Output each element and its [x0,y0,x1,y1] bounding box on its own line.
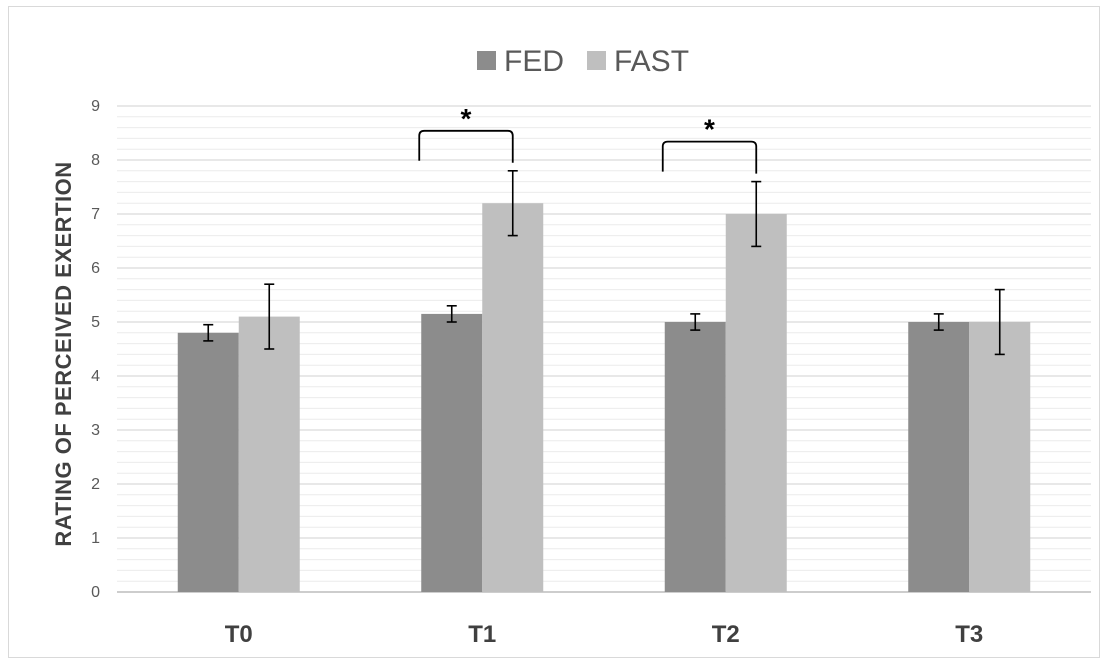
y-tick-label: 5 [91,314,100,331]
y-tick-label: 9 [91,98,100,115]
y-tick-label: 7 [91,206,100,223]
significance-bracket-t1: * [418,103,514,163]
error-bar-fast-t1 [507,170,518,237]
y-tick-label: 3 [91,422,100,439]
legend-swatch [477,51,496,70]
error-bar-fast-t0 [264,283,275,350]
error-bar-fast-t2 [751,180,762,248]
y-tick-label: 4 [91,368,100,385]
bar-fast-t1 [482,203,544,592]
legend-swatch [587,51,606,70]
significance-annotations: * * [418,103,758,174]
y-tick-label: 1 [91,530,100,547]
legend-item-fast: FAST [587,45,689,78]
x-tick-label: T2 [712,621,740,648]
y-tick-label: 6 [91,260,100,277]
y-axis-title: RATING OF PERCEIVED EXERTION [51,161,76,546]
bracket-line [418,129,514,163]
legend: FED FAST [477,45,689,78]
error-bar-fed-t3 [933,313,944,331]
bar-fed-t1 [421,313,483,592]
y-tick-labels: 0 1 2 3 4 5 6 7 8 9 [91,98,100,601]
bar-fast-t3 [969,322,1031,592]
error-bar-fast-t3 [994,288,1005,356]
y-tick-label: 0 [91,584,100,601]
x-tick-label: T1 [468,621,496,648]
bar-fed-t3 [908,322,970,592]
significance-asterisk: * [704,114,715,145]
error-bars [203,170,1005,356]
y-tick-label: 8 [91,152,100,169]
error-bar-fed-t2 [690,313,701,331]
x-tick-label: T0 [225,621,253,648]
legend-label: FAST [614,45,689,78]
legend-label: FED [504,45,564,78]
bar-fast-t2 [725,214,787,592]
y-tick-label: 2 [91,476,100,493]
bracket-line [661,140,758,174]
significance-asterisk: * [461,103,472,134]
legend-item-fed: FED [477,45,564,78]
bar-fast-t0 [238,316,300,592]
error-bar-fed-t1 [446,304,457,323]
significance-bracket-t2: * [661,114,758,174]
bar-fed-t2 [664,322,726,592]
bar-fed-t0 [177,332,239,592]
error-bar-fed-t0 [203,323,214,342]
x-tick-labels: T0 T1 T2 T3 [225,621,984,648]
bars [177,203,1031,592]
x-tick-label: T3 [955,621,983,648]
